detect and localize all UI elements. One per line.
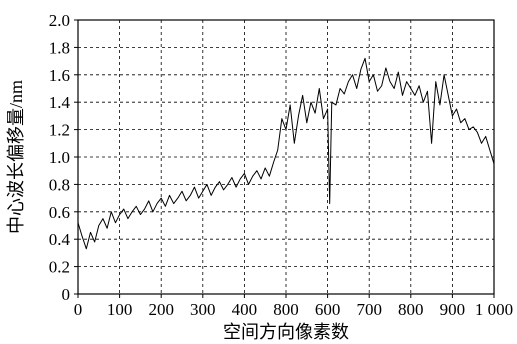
y-tick-label: 2.0: [49, 11, 70, 30]
x-tick-label: 400: [232, 300, 258, 319]
grid-lines: [78, 20, 494, 294]
x-tick-label: 0: [74, 300, 83, 319]
series-layer: [77, 57, 495, 250]
y-tick-label: 0.6: [49, 203, 70, 222]
y-tick-label: 1.2: [49, 121, 70, 140]
x-tick-label: 700: [356, 300, 382, 319]
x-tick-label: 800: [398, 300, 424, 319]
axis-ticks: 0 100 200 300 400 800 600 700 800 900 1 000 0 0.2 0.4…: [49, 11, 513, 319]
y-tick-label: 1.6: [49, 66, 70, 85]
x-tick-label: 1 000: [475, 300, 513, 319]
y-tick-label: 0.8: [49, 175, 70, 194]
x-tick-label: 600: [315, 300, 341, 319]
y-tick-label: 1.8: [49, 38, 70, 57]
x-tick-label: 800: [273, 300, 299, 319]
y-tick-label: 0.4: [49, 230, 71, 249]
x-tick-label: 200: [148, 300, 174, 319]
x-axis-title: 空间方向像素数: [223, 322, 349, 342]
x-tick-label: 900: [440, 300, 466, 319]
y-axis-title: 中心波长偏移量/nm: [6, 80, 26, 234]
y-tick-label: 0.2: [49, 258, 70, 277]
x-tick-label: 100: [107, 300, 133, 319]
y-tick-label: 0: [62, 285, 71, 304]
x-tick-label: 300: [190, 300, 216, 319]
y-tick-label: 1.4: [49, 93, 71, 112]
y-tick-label: 1.0: [49, 148, 70, 167]
series-line: [77, 57, 495, 250]
